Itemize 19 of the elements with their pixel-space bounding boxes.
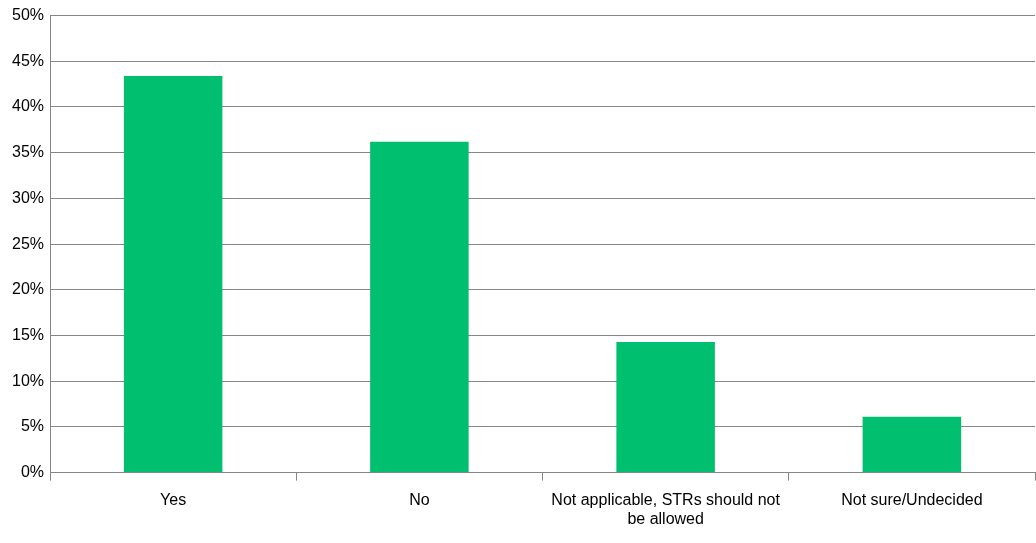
y-tick-label: 10%	[11, 371, 45, 389]
x-tick-label: Not sure/Undecided	[841, 490, 983, 508]
bar	[862, 416, 962, 473]
y-tick-label: 25%	[11, 234, 45, 252]
y-tick-label: 45%	[11, 51, 45, 69]
y-tick-label: 5%	[20, 417, 45, 435]
bar	[123, 75, 223, 473]
bar	[616, 341, 715, 473]
y-tick-label: 0%	[20, 463, 45, 481]
x-tick-label: Not applicable, STRs should not be allowed	[551, 490, 781, 527]
y-tick-label: 50%	[11, 6, 45, 24]
x-tick-label: Yes	[160, 490, 187, 508]
y-tick-label: 20%	[11, 280, 45, 298]
y-tick-label: 40%	[11, 97, 45, 115]
x-tick-label: No	[409, 490, 430, 508]
y-tick-label: 30%	[11, 188, 45, 206]
y-tick-label: 15%	[11, 325, 45, 343]
y-tick-label: 35%	[11, 143, 45, 161]
bar	[370, 141, 469, 473]
